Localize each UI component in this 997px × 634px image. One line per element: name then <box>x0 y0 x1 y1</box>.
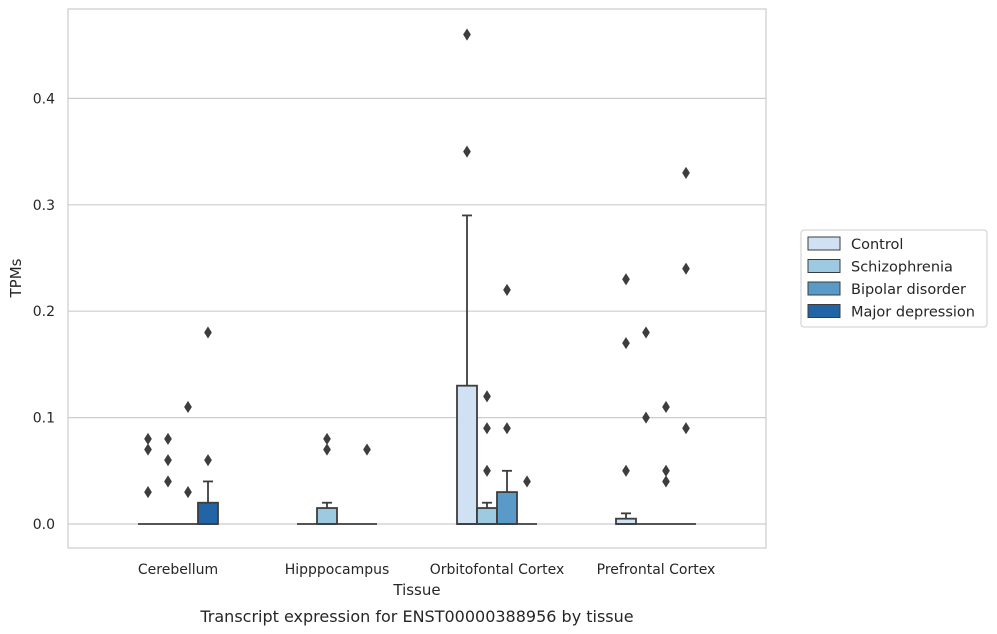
legend-label: Major depression <box>851 305 975 321</box>
box-body <box>456 384 478 525</box>
outlier-point <box>503 422 511 435</box>
box-group <box>197 326 219 525</box>
box-body <box>476 507 498 525</box>
box-group <box>158 432 178 525</box>
outlier-point <box>523 475 531 488</box>
box-body <box>496 491 518 525</box>
legend-swatch <box>807 259 841 273</box>
outlier-point <box>483 422 491 435</box>
y-tick-label: 0.1 <box>33 411 55 427</box>
outlier-point <box>622 337 630 350</box>
outlier-point <box>662 400 670 414</box>
y-tick-label: 0.2 <box>33 304 55 320</box>
plot-area-frame <box>67 8 767 549</box>
box-group <box>496 283 518 525</box>
outlier-point <box>483 390 491 403</box>
outlier-point <box>682 262 690 275</box>
box-group <box>636 326 656 525</box>
box-group <box>517 475 537 525</box>
legend-frame <box>800 229 988 328</box>
box-body <box>197 501 219 525</box>
box-group <box>615 273 637 525</box>
x-tick-label: Hipppocampus <box>285 562 390 578</box>
outlier-point <box>164 432 172 445</box>
outlier-point <box>144 486 152 499</box>
outlier-point <box>164 475 172 488</box>
legend-swatch <box>807 236 841 251</box>
chart-caption: Transcript expression for ENST0000038895… <box>199 607 633 626</box>
outlier-point <box>204 326 212 339</box>
legend-label: Bipolar disorder <box>851 282 966 298</box>
box-group <box>476 390 498 525</box>
legend-swatch <box>807 281 841 296</box>
outlier-point <box>363 443 371 456</box>
box-group <box>178 400 198 525</box>
legend-label: Schizophrenia <box>851 260 953 276</box>
outlier-point <box>622 464 630 477</box>
box-body <box>316 507 338 525</box>
outlier-point <box>184 400 192 414</box>
box-group <box>357 443 377 525</box>
y-tick-label: 0.4 <box>33 91 55 107</box>
outlier-point <box>164 454 172 467</box>
x-tick-labels: Cerebellum Hipppocampus Orbitofontal Corte… <box>138 562 715 578</box>
box-group <box>316 432 338 525</box>
x-tick-label: Orbitofontal Cortex <box>430 562 565 578</box>
outlier-point <box>503 283 511 296</box>
outlier-point <box>642 326 650 339</box>
x-axis-title: Tissue <box>392 581 440 599</box>
box-group <box>456 28 478 525</box>
outlier-point <box>622 273 630 286</box>
outlier-point <box>662 475 670 488</box>
outlier-point <box>682 166 690 179</box>
outlier-point <box>144 432 152 445</box>
x-tick-label: Prefrontal Cortex <box>597 562 716 578</box>
box-elements <box>138 28 696 525</box>
outlier-point <box>184 486 192 499</box>
y-tick-label: 0.3 <box>33 198 55 214</box>
outlier-point <box>323 443 331 456</box>
y-tick-labels: 0.0 0.1 0.2 0.3 0.4 <box>33 91 55 533</box>
outlier-point <box>463 28 471 41</box>
grid-lines <box>68 97 766 525</box>
outlier-point <box>662 464 670 477</box>
legend-items: Control Schizophrenia Bipolar disorder Majo… <box>807 236 975 321</box>
legend-label: Control <box>851 237 903 253</box>
box-group <box>676 166 696 525</box>
y-tick-label: 0.0 <box>33 517 55 533</box>
outlier-point <box>144 443 152 456</box>
y-axis-title: TPMs <box>7 258 25 298</box>
outlier-point <box>483 464 491 477</box>
outlier-point <box>682 422 690 435</box>
x-tick-label: Cerebellum <box>138 562 218 578</box>
outlier-point <box>642 411 650 424</box>
box-group <box>656 400 676 525</box>
outlier-point <box>204 454 212 467</box>
box-group <box>138 432 158 525</box>
legend: Control Schizophrenia Bipolar disorder Majo… <box>800 229 988 328</box>
legend-swatch <box>807 304 841 318</box>
outlier-point <box>463 145 471 158</box>
outlier-point <box>323 432 331 445</box>
